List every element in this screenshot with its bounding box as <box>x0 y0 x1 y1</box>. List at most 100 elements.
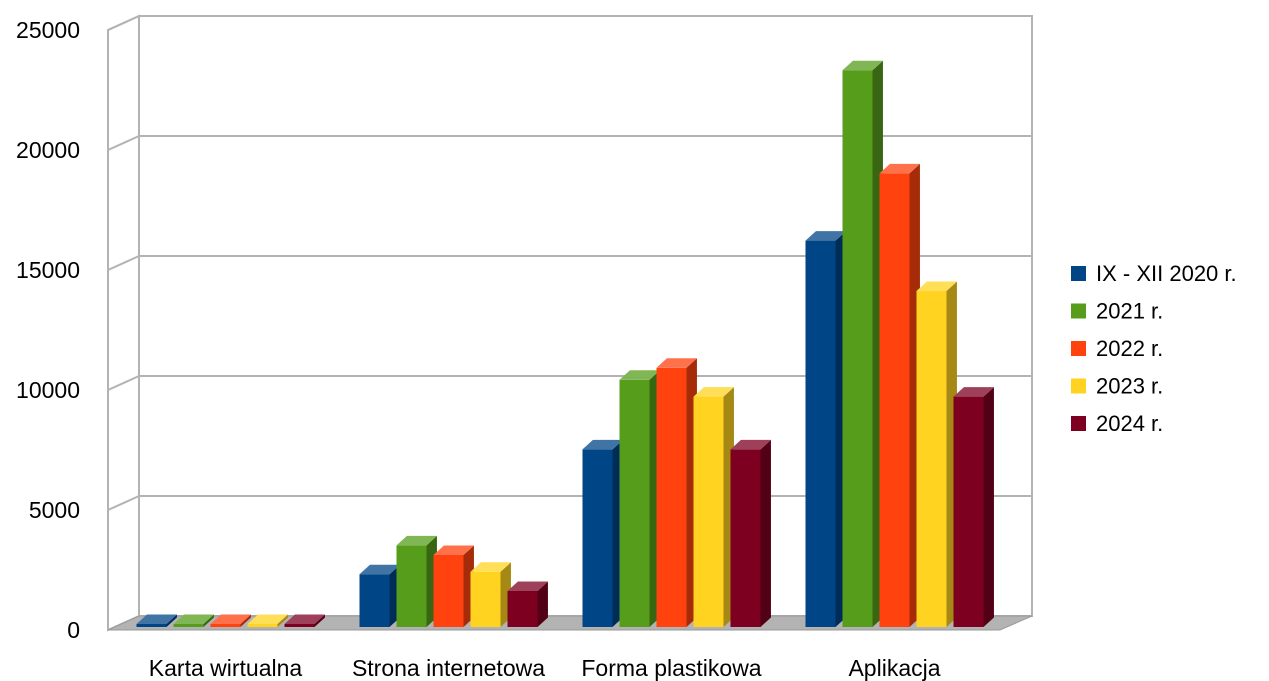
bar-front <box>879 173 910 627</box>
y-axis-ticks: 0 5000 10000 15000 20000 25000 <box>16 17 80 643</box>
bar-top <box>619 370 660 380</box>
bar-front <box>805 240 836 627</box>
bar-side <box>760 439 771 627</box>
legend-label: 2023 r. <box>1096 374 1163 399</box>
bar-top <box>879 163 920 174</box>
legend-swatch <box>1071 416 1086 431</box>
bar <box>805 231 846 627</box>
bar-side <box>983 387 994 627</box>
bar <box>693 387 734 627</box>
gridline-side <box>107 495 140 511</box>
bar <box>879 163 920 627</box>
bar-side <box>277 614 288 627</box>
bar <box>507 581 548 627</box>
x-tick-label: Karta wirtualna <box>149 655 303 681</box>
bar-front <box>284 624 315 627</box>
bar-top <box>507 581 548 591</box>
bar <box>396 535 437 627</box>
legend-label: 2021 r. <box>1096 299 1163 324</box>
bar-top <box>210 614 251 624</box>
bar-front <box>210 624 241 627</box>
floor <box>107 615 1033 631</box>
legend-item: 2024 r. <box>1071 411 1163 436</box>
bar-front <box>953 396 984 627</box>
bar <box>842 60 883 627</box>
bar-top <box>433 545 474 555</box>
bar-top <box>173 614 214 624</box>
x-tick-label: Strona internetowa <box>352 655 545 681</box>
y-tick-label: 15000 <box>16 257 80 283</box>
bar-top <box>359 564 400 575</box>
bar-front <box>730 449 761 627</box>
gridline-side <box>107 375 140 391</box>
y-tick-label: 20000 <box>16 137 80 163</box>
y-tick-label: 10000 <box>16 377 80 403</box>
bar-side <box>314 614 325 627</box>
bar <box>247 614 288 627</box>
legend-item: 2021 r. <box>1071 299 1163 324</box>
bar-side <box>537 581 548 627</box>
bar-front <box>359 574 390 627</box>
bar-top <box>693 387 734 397</box>
x-tick-label: Aplikacja <box>848 655 940 681</box>
bar-top <box>805 231 846 241</box>
legend-label: IX - XII 2020 r. <box>1096 261 1237 286</box>
x-tick-label: Forma plastikowa <box>581 655 761 681</box>
bar-front <box>582 449 613 627</box>
bar-front <box>619 379 650 627</box>
bar <box>470 562 511 627</box>
bar-top <box>656 358 697 368</box>
y-tick-label: 5000 <box>29 497 80 523</box>
legend-swatch <box>1071 341 1086 356</box>
bar <box>284 614 325 627</box>
legend-item: IX - XII 2020 r. <box>1071 261 1237 286</box>
bar-top <box>284 614 325 624</box>
bar <box>656 358 697 627</box>
bar-top <box>730 439 771 450</box>
bar-side <box>166 614 177 627</box>
side-wall <box>107 14 140 632</box>
bar <box>730 439 771 627</box>
bar-front <box>173 624 204 627</box>
bar-side <box>203 614 214 627</box>
bar <box>210 614 251 627</box>
gridline-side <box>107 255 140 271</box>
bar-top <box>136 614 177 624</box>
bar-front <box>396 545 427 627</box>
bar-front <box>433 555 464 627</box>
bar-top <box>247 614 288 624</box>
gridline-side <box>107 135 140 151</box>
bar <box>916 281 957 627</box>
bar-top <box>396 535 437 546</box>
bar <box>582 439 623 627</box>
bar-top <box>470 562 511 572</box>
bar-front <box>842 70 873 627</box>
legend-swatch <box>1071 378 1086 394</box>
bar-top <box>916 281 957 291</box>
gridline-side <box>107 15 140 31</box>
bar <box>359 564 400 627</box>
bar-front <box>136 624 167 627</box>
y-tick-label: 25000 <box>16 17 80 43</box>
bars <box>136 60 994 627</box>
bar <box>136 614 177 627</box>
legend-label: 2022 r. <box>1096 336 1163 361</box>
bar-front <box>507 591 538 627</box>
bar-top <box>953 387 994 397</box>
legend-swatch <box>1071 266 1086 281</box>
bar-front <box>693 396 724 627</box>
bar-top <box>582 439 623 450</box>
bar-front <box>247 624 278 627</box>
legend-swatch <box>1071 303 1086 319</box>
bar <box>953 387 994 627</box>
legend: IX - XII 2020 r. 2021 r. 2022 r. 2023 r. 202… <box>1071 261 1237 436</box>
bar <box>173 614 214 627</box>
x-axis-labels: Karta wirtualna Strona internetowa Forma p… <box>149 655 941 681</box>
bar-side <box>240 614 251 627</box>
legend-item: 2023 r. <box>1071 374 1163 399</box>
legend-label: 2024 r. <box>1096 411 1163 436</box>
y-tick-label: 0 <box>67 617 80 643</box>
bar-front <box>916 291 947 627</box>
bar <box>433 545 474 627</box>
